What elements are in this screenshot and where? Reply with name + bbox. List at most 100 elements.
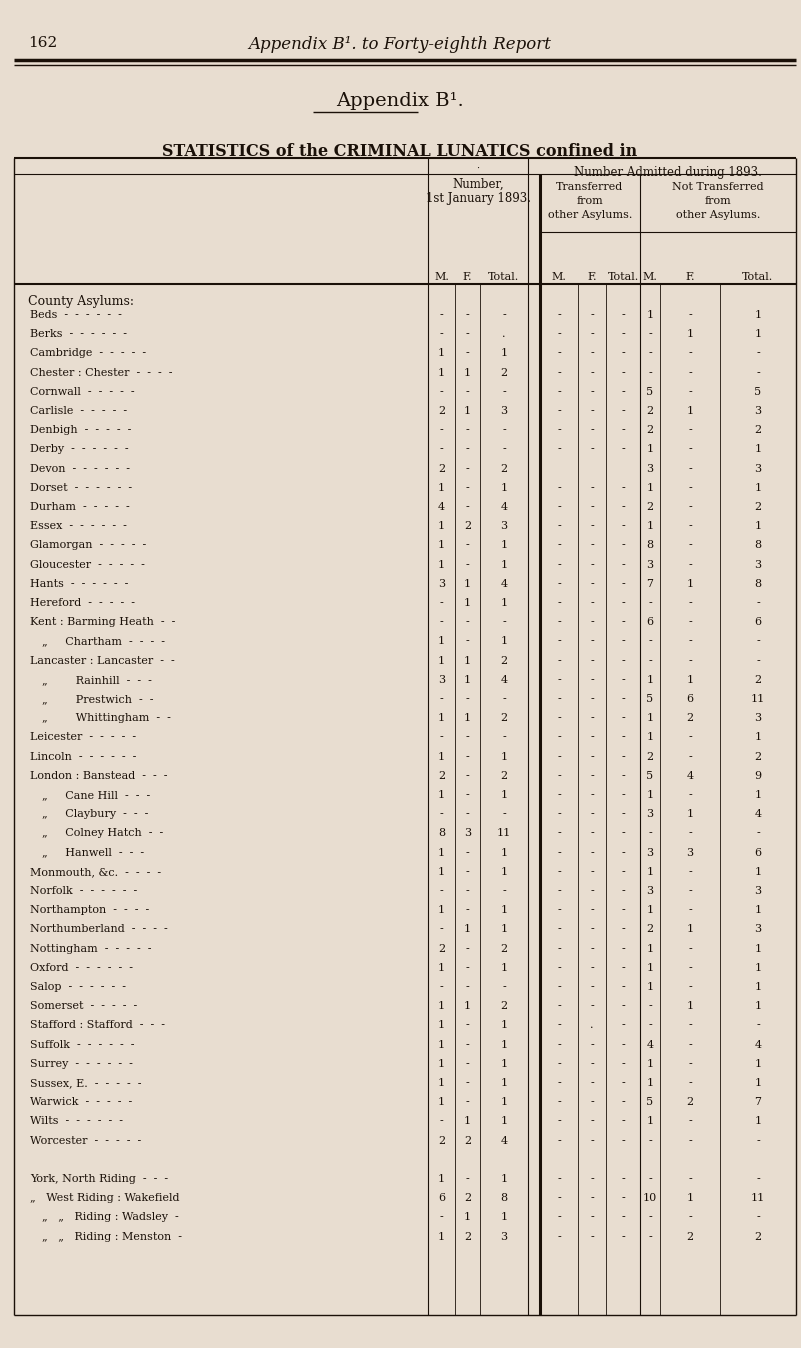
Text: 6: 6: [646, 617, 654, 627]
Text: 2: 2: [501, 1002, 508, 1011]
Text: 6: 6: [755, 848, 762, 857]
Text: 1: 1: [438, 1002, 445, 1011]
Text: -: -: [465, 1039, 469, 1050]
Text: 3: 3: [755, 713, 762, 723]
Text: 3: 3: [755, 559, 762, 570]
Text: 1: 1: [686, 809, 694, 820]
Text: -: -: [465, 790, 469, 799]
Text: Sussex, E.  -  -  -  -  -: Sussex, E. - - - - -: [30, 1078, 142, 1088]
Text: 1: 1: [438, 522, 445, 531]
Text: 2: 2: [755, 425, 762, 435]
Text: -: -: [621, 925, 625, 934]
Text: 1: 1: [438, 962, 445, 973]
Text: 1: 1: [464, 675, 471, 685]
Text: 2: 2: [755, 1232, 762, 1242]
Text: -: -: [590, 790, 594, 799]
Text: -: -: [465, 962, 469, 973]
Text: 1: 1: [438, 1097, 445, 1107]
Text: -: -: [621, 1212, 625, 1223]
Text: 1: 1: [501, 1039, 508, 1050]
Text: -: -: [590, 848, 594, 857]
Text: -: -: [465, 348, 469, 359]
Text: -: -: [688, 829, 692, 838]
Text: 1: 1: [646, 790, 654, 799]
Text: -: -: [465, 944, 469, 953]
Text: 1: 1: [438, 541, 445, 550]
Text: Warwick  -  -  -  -  -: Warwick - - - - -: [30, 1097, 132, 1107]
Text: -: -: [465, 425, 469, 435]
Text: -: -: [621, 944, 625, 953]
Text: -: -: [648, 329, 652, 340]
Text: 8: 8: [438, 829, 445, 838]
Text: -: -: [440, 1212, 444, 1223]
Text: -: -: [557, 617, 561, 627]
Text: 3: 3: [755, 886, 762, 896]
Text: 1: 1: [438, 348, 445, 359]
Text: Denbigh  -  -  -  -  -: Denbigh - - - - -: [30, 425, 131, 435]
Text: -: -: [590, 559, 594, 570]
Text: 2: 2: [464, 1135, 471, 1146]
Text: -: -: [590, 483, 594, 493]
Text: -: -: [557, 944, 561, 953]
Text: -: -: [440, 1116, 444, 1127]
Text: -: -: [557, 809, 561, 820]
Text: -: -: [557, 1193, 561, 1204]
Text: -: -: [648, 655, 652, 666]
Text: -: -: [688, 445, 692, 454]
Text: 6: 6: [438, 1193, 445, 1204]
Text: -: -: [440, 425, 444, 435]
Text: 1: 1: [501, 483, 508, 493]
Text: 1: 1: [646, 522, 654, 531]
Text: „     Claybury  -  -  -: „ Claybury - - -: [42, 809, 148, 820]
Text: 9: 9: [755, 771, 762, 780]
Text: 2: 2: [755, 752, 762, 762]
Text: 1: 1: [501, 599, 508, 608]
Text: -: -: [590, 406, 594, 417]
Text: -: -: [621, 578, 625, 589]
Text: 2: 2: [686, 1097, 694, 1107]
Text: 2: 2: [438, 464, 445, 473]
Text: -: -: [648, 636, 652, 647]
Text: 3: 3: [438, 578, 445, 589]
Text: 2: 2: [646, 752, 654, 762]
Text: -: -: [465, 310, 469, 319]
Text: -: -: [621, 1078, 625, 1088]
Text: Hereford  -  -  -  -  -: Hereford - - - - -: [30, 599, 135, 608]
Text: 4: 4: [686, 771, 694, 780]
Text: -: -: [590, 886, 594, 896]
Text: -: -: [557, 329, 561, 340]
Text: -: -: [621, 1193, 625, 1204]
Text: -: -: [465, 732, 469, 743]
Text: -: -: [557, 406, 561, 417]
Text: 1: 1: [464, 1212, 471, 1223]
Text: 2: 2: [646, 406, 654, 417]
Text: 1: 1: [438, 1174, 445, 1184]
Text: -: -: [502, 310, 506, 319]
Text: „   West Riding : Wakefield: „ West Riding : Wakefield: [30, 1193, 179, 1204]
Text: -: -: [502, 886, 506, 896]
Text: -: -: [502, 617, 506, 627]
Text: -: -: [590, 1212, 594, 1223]
Text: 1: 1: [646, 944, 654, 953]
Text: 1: 1: [755, 310, 762, 319]
Text: F.: F.: [463, 272, 473, 282]
Text: -: -: [590, 348, 594, 359]
Text: -: -: [688, 1135, 692, 1146]
Text: 162: 162: [28, 36, 57, 50]
Text: Essex  -  -  -  -  -  -: Essex - - - - - -: [30, 522, 127, 531]
Text: 1: 1: [438, 655, 445, 666]
Text: 1: 1: [755, 732, 762, 743]
Text: -: -: [590, 1116, 594, 1127]
Text: -: -: [590, 636, 594, 647]
Text: 1: 1: [501, 962, 508, 973]
Text: Derby  -  -  -  -  -  -: Derby - - - - - -: [30, 445, 129, 454]
Text: -: -: [557, 348, 561, 359]
Text: -: -: [557, 578, 561, 589]
Text: -: -: [440, 694, 444, 704]
Text: -: -: [465, 387, 469, 396]
Text: -: -: [621, 790, 625, 799]
Text: 5: 5: [646, 1097, 654, 1107]
Text: -: -: [590, 329, 594, 340]
Text: -: -: [688, 541, 692, 550]
Text: Monmouth, &c.  -  -  -  -: Monmouth, &c. - - - -: [30, 867, 161, 876]
